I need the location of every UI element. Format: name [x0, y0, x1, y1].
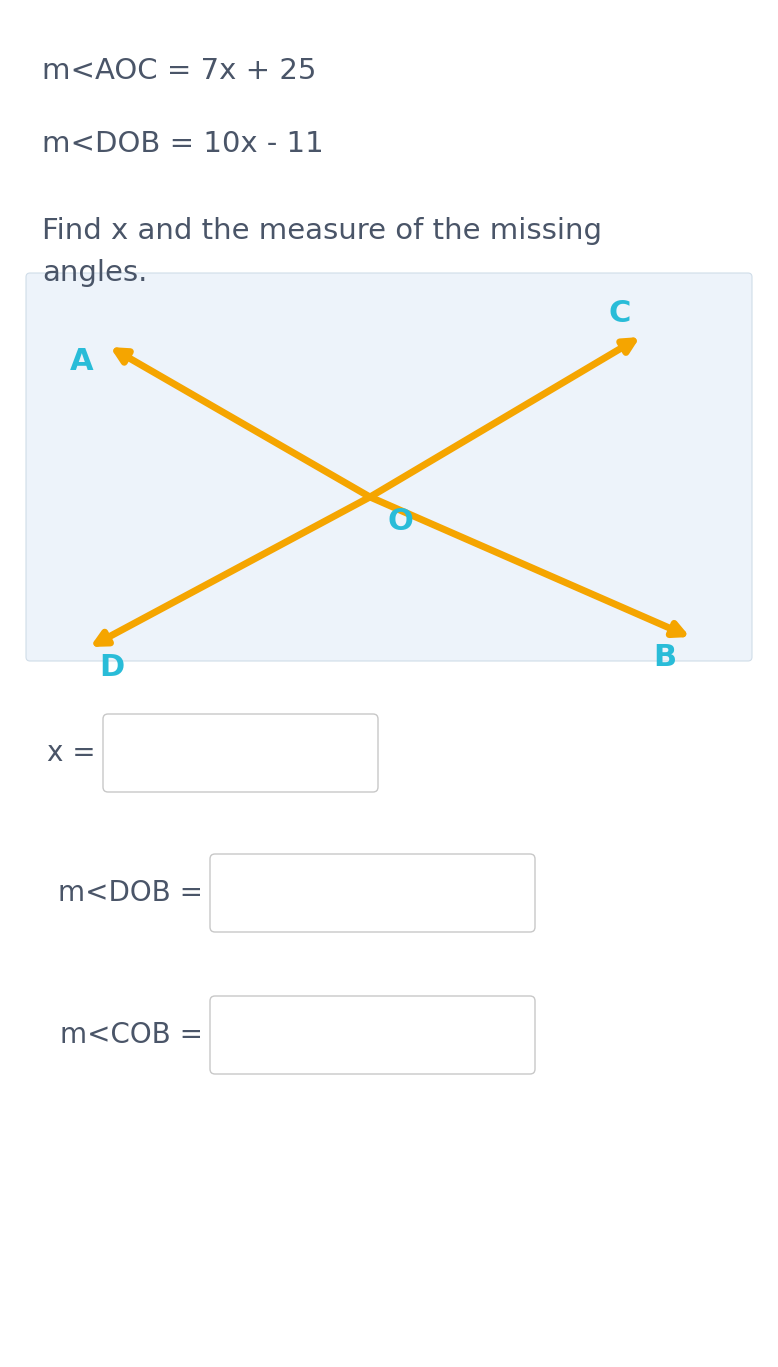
FancyBboxPatch shape	[210, 997, 535, 1074]
FancyBboxPatch shape	[26, 273, 752, 662]
Text: m<DOB = 10x - 11: m<DOB = 10x - 11	[42, 130, 324, 159]
Text: D: D	[100, 652, 124, 682]
Text: O: O	[387, 507, 413, 536]
Text: m<DOB =: m<DOB =	[58, 879, 203, 906]
Text: C: C	[609, 299, 631, 328]
FancyBboxPatch shape	[210, 854, 535, 932]
Text: x =: x =	[47, 740, 96, 767]
Text: A: A	[70, 347, 94, 376]
FancyBboxPatch shape	[103, 714, 378, 791]
Text: B: B	[654, 642, 677, 671]
Text: m<AOC = 7x + 25: m<AOC = 7x + 25	[42, 57, 317, 85]
Text: Find x and the measure of the missing
angles.: Find x and the measure of the missing an…	[42, 217, 602, 287]
Text: m<COB =: m<COB =	[60, 1021, 203, 1048]
